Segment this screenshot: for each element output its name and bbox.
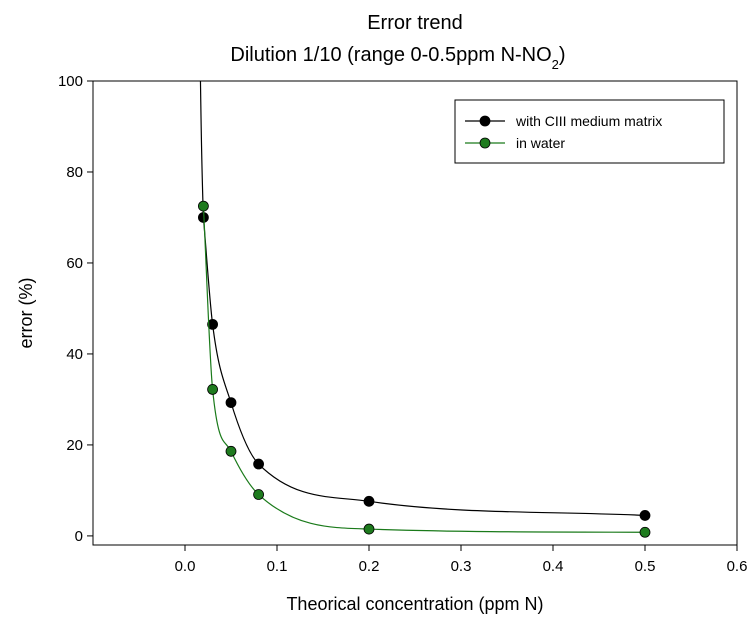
x-tick-label: 0.1 — [267, 558, 288, 575]
y-tick-label: 20 — [66, 437, 83, 454]
data-point — [197, 200, 209, 212]
x-tick-label: 0.2 — [359, 558, 380, 575]
legend-marker-1 — [479, 137, 491, 149]
x-tick-label: 0.6 — [727, 558, 748, 575]
legend-label-1: in water — [516, 135, 565, 151]
y-axis-ticks: 0 20 40 60 80 100 — [58, 73, 93, 545]
x-tick-label: 0.4 — [543, 558, 564, 575]
legend-box — [454, 99, 725, 164]
legend: with CIII medium matrix in water — [454, 99, 725, 164]
data-point — [225, 445, 237, 457]
x-axis-ticks: 0.0 0.1 0.2 0.3 0.4 0.5 0.6 — [175, 545, 748, 575]
chart-title: Error trend — [367, 12, 463, 34]
chart-subtitle-subscript: 2 — [552, 57, 559, 72]
y-tick-label: 40 — [66, 346, 83, 363]
series-0 — [197, 80, 651, 521]
y-axis-label: error (%) — [16, 278, 36, 349]
x-tick-label: 0.5 — [635, 558, 656, 575]
x-tick-label: 0.0 — [175, 558, 196, 575]
legend-marker-0 — [479, 115, 491, 127]
data-point — [363, 495, 375, 507]
y-tick-label: 80 — [66, 164, 83, 181]
legend-label-0: with CIII medium matrix — [515, 113, 662, 129]
series-line — [202, 206, 646, 533]
series-1 — [197, 200, 651, 538]
chart-subtitle: Dilution 1/10 (range 0-0.5ppm N-NO2) — [230, 44, 565, 72]
chart-subtitle-prefix: Dilution 1/10 (range 0-0.5ppm N-NO — [230, 44, 551, 66]
plot-frame — [92, 80, 738, 546]
data-point — [363, 523, 375, 535]
data-point — [639, 510, 651, 521]
data-point — [639, 526, 651, 538]
data-point — [253, 489, 265, 500]
y-tick-label: 60 — [66, 255, 83, 272]
x-tick-label: 0.3 — [451, 558, 472, 575]
data-point — [253, 458, 265, 470]
data-point — [207, 318, 219, 330]
data-point — [207, 384, 219, 395]
y-tick-label: 100 — [58, 73, 83, 90]
x-axis-label: Theorical concentration (ppm N) — [286, 594, 543, 614]
series-line-upper — [199, 80, 204, 218]
y-tick-label: 0 — [75, 528, 83, 545]
series-line — [202, 217, 646, 517]
series-layer — [197, 80, 651, 538]
data-point — [225, 397, 237, 409]
chart-subtitle-suffix: ) — [559, 44, 566, 66]
